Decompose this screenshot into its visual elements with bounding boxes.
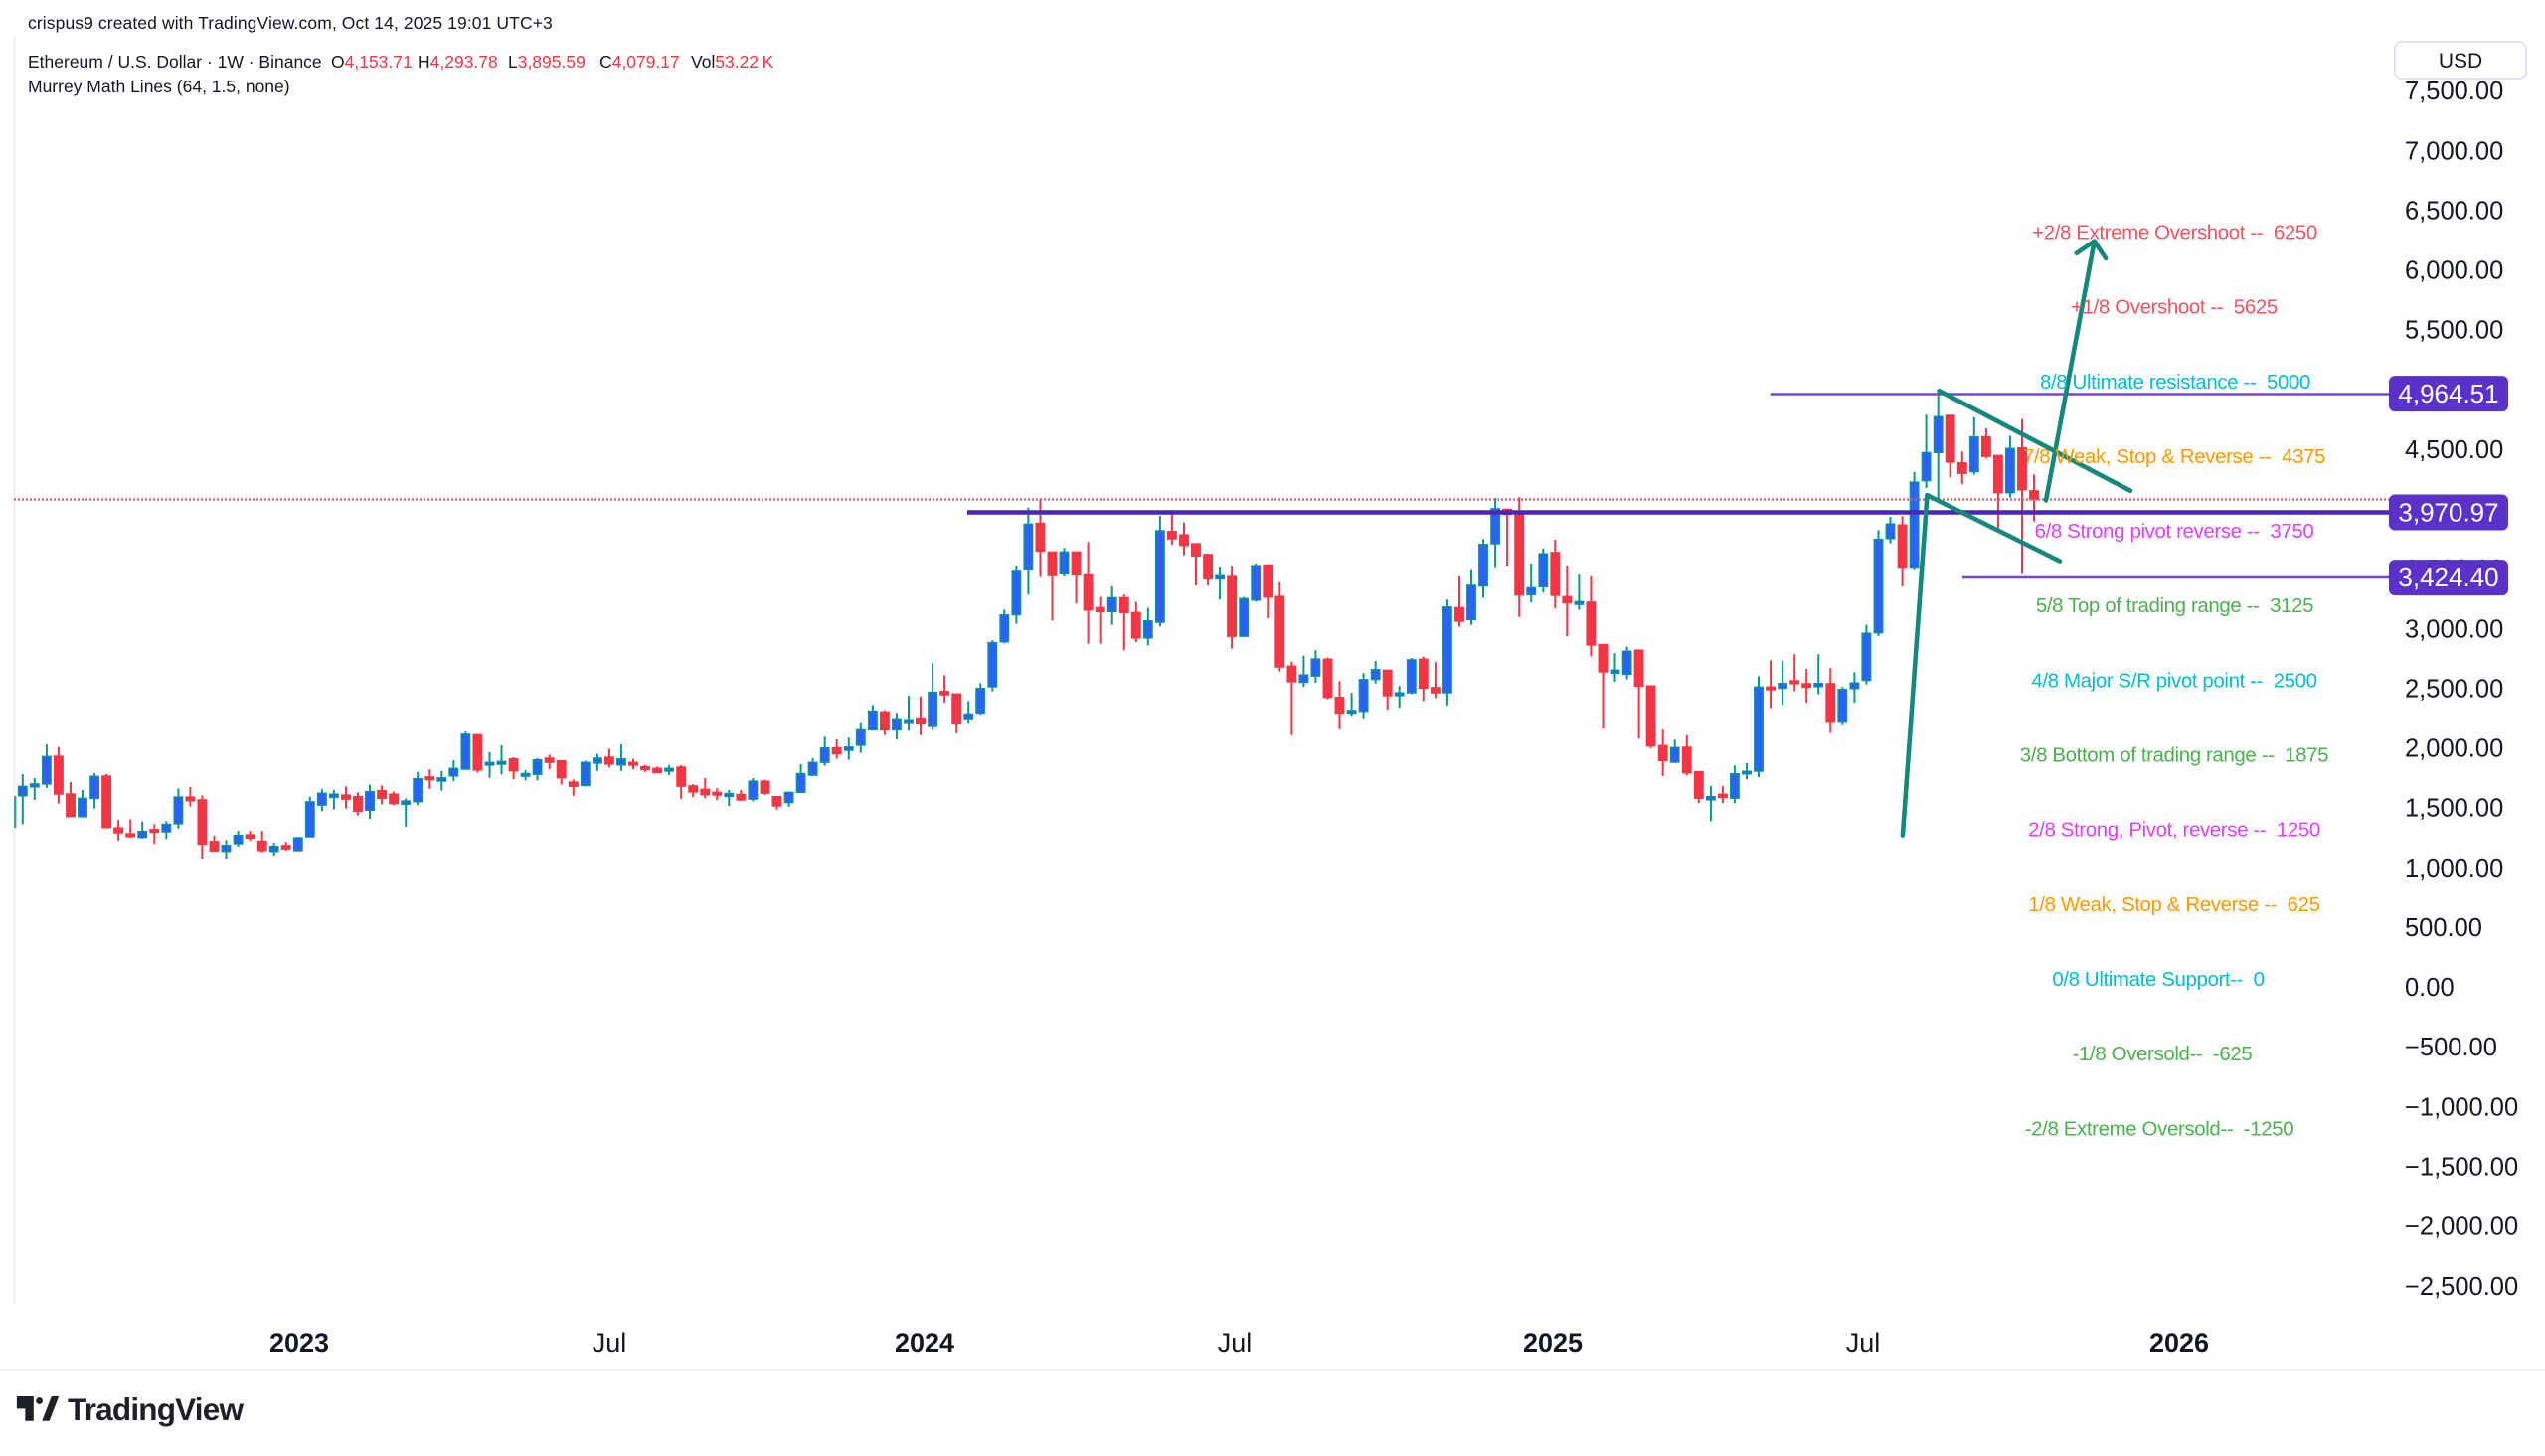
svg-text:8/8 Ultimate resistance -- 50: 8/8 Ultimate resistance -- 5000 bbox=[2040, 371, 2310, 394]
svg-text:2/8 Strong, Pivot, reverse --: 2/8 Strong, Pivot, reverse -- 1250 bbox=[2028, 819, 2320, 842]
svg-text:−1,500.00: −1,500.00 bbox=[2405, 1154, 2518, 1182]
svg-text:2,000.00: 2,000.00 bbox=[2405, 735, 2503, 763]
svg-text:1,500.00: 1,500.00 bbox=[2405, 795, 2503, 823]
svg-text:6/8 Strong pivot reverse -- 3: 6/8 Strong pivot reverse -- 3750 bbox=[2035, 520, 2314, 543]
svg-text:4,500.00: 4,500.00 bbox=[2405, 436, 2503, 464]
svg-text:3,424.40: 3,424.40 bbox=[2398, 563, 2498, 592]
svg-text:5/8 Top of trading range -- 3: 5/8 Top of trading range -- 3125 bbox=[2036, 594, 2313, 617]
svg-text:3,970.97: 3,970.97 bbox=[2398, 498, 2498, 528]
svg-text:3/8 Bottom of trading range --: 3/8 Bottom of trading range -- 1875 bbox=[2020, 744, 2328, 767]
svg-text:crispus9 created with TradingV: crispus9 created with TradingView.com, O… bbox=[28, 13, 553, 33]
svg-text:2024: 2024 bbox=[895, 1328, 954, 1358]
svg-text:L3,895.59: L3,895.59 bbox=[508, 52, 586, 72]
svg-text:−500.00: −500.00 bbox=[2405, 1034, 2497, 1061]
svg-text:−2,500.00: −2,500.00 bbox=[2405, 1273, 2518, 1301]
svg-text:Murrey Math Lines (64, 1.5, no: Murrey Math Lines (64, 1.5, none) bbox=[28, 77, 290, 96]
svg-text:6,000.00: 6,000.00 bbox=[2405, 257, 2503, 285]
svg-text:1/8 Weak, Stop & Reverse -- 6: 1/8 Weak, Stop & Reverse -- 625 bbox=[2028, 893, 2319, 916]
svg-text:0.00: 0.00 bbox=[2405, 974, 2455, 1002]
svg-text:2026: 2026 bbox=[2149, 1328, 2209, 1358]
svg-text:7,000.00: 7,000.00 bbox=[2405, 137, 2503, 165]
svg-text:-1/8 Oversold-- -625: -1/8 Oversold-- -625 bbox=[2073, 1043, 2253, 1065]
svg-text:-2/8 Extreme Oversold-- -1250: -2/8 Extreme Oversold-- -1250 bbox=[2025, 1117, 2294, 1140]
svg-text:5,500.00: 5,500.00 bbox=[2405, 317, 2503, 345]
svg-text:4,964.51: 4,964.51 bbox=[2398, 379, 2498, 408]
svg-text:Ethereum / U.S. Dollar · 1W ·: Ethereum / U.S. Dollar · 1W · Binance bbox=[28, 52, 322, 72]
svg-text:Jul: Jul bbox=[593, 1328, 627, 1358]
svg-text:3,000.00: 3,000.00 bbox=[2405, 615, 2503, 643]
svg-text:−1,000.00: −1,000.00 bbox=[2405, 1093, 2518, 1121]
svg-text:1,000.00: 1,000.00 bbox=[2405, 855, 2503, 883]
svg-text:+2/8 Extreme Overshoot -- 625: +2/8 Extreme Overshoot -- 6250 bbox=[2032, 222, 2317, 244]
svg-text:O4,153.71: O4,153.71 bbox=[331, 52, 413, 72]
svg-text:7,500.00: 7,500.00 bbox=[2405, 78, 2503, 105]
svg-text:6,500.00: 6,500.00 bbox=[2405, 197, 2503, 225]
svg-text:−2,000.00: −2,000.00 bbox=[2405, 1213, 2518, 1241]
svg-text:4/8 Major S/R pivot point --: 4/8 Major S/R pivot point -- 2500 bbox=[2031, 669, 2316, 692]
svg-text:H4,293.78: H4,293.78 bbox=[418, 52, 498, 72]
svg-text:500.00: 500.00 bbox=[2405, 914, 2482, 942]
svg-text:TradingView: TradingView bbox=[68, 1391, 244, 1427]
svg-text:Jul: Jul bbox=[1846, 1328, 1881, 1358]
svg-text:Jul: Jul bbox=[1218, 1328, 1253, 1358]
svg-text:C4,079.17: C4,079.17 bbox=[599, 52, 680, 72]
svg-text:0/8 Ultimate Support-- 0: 0/8 Ultimate Support-- 0 bbox=[2052, 968, 2264, 991]
svg-text:USD: USD bbox=[2439, 50, 2482, 73]
svg-text:+1/8 Overshoot -- 5625: +1/8 Overshoot -- 5625 bbox=[2071, 296, 2278, 319]
svg-text:2,500.00: 2,500.00 bbox=[2405, 675, 2503, 703]
svg-text:7/8 Weak, Stop & Reverse -- 4: 7/8 Weak, Stop & Reverse -- 4375 bbox=[2023, 445, 2325, 468]
svg-text:2023: 2023 bbox=[269, 1328, 329, 1358]
svg-text:Vol53.22 K: Vol53.22 K bbox=[691, 52, 774, 72]
svg-text:2025: 2025 bbox=[1523, 1328, 1583, 1358]
